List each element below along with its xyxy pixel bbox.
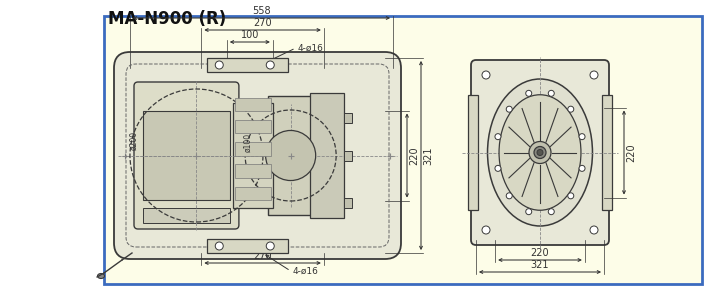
- Text: ø200: ø200: [129, 132, 138, 151]
- Circle shape: [215, 61, 223, 69]
- Circle shape: [568, 193, 574, 199]
- Bar: [207, 239, 288, 253]
- Text: 558: 558: [252, 6, 271, 16]
- Bar: [235, 164, 271, 178]
- Circle shape: [266, 242, 274, 250]
- Circle shape: [537, 149, 543, 156]
- Text: 321: 321: [531, 260, 550, 270]
- Circle shape: [579, 134, 585, 140]
- FancyBboxPatch shape: [114, 52, 401, 259]
- Circle shape: [525, 209, 532, 215]
- Bar: [268, 96, 314, 215]
- Circle shape: [266, 131, 316, 180]
- Circle shape: [266, 61, 274, 69]
- Text: 220: 220: [626, 143, 636, 162]
- Text: 270: 270: [253, 251, 272, 261]
- Text: MA-N900 (R): MA-N900 (R): [108, 10, 226, 28]
- Bar: [235, 98, 271, 111]
- Text: 100: 100: [241, 30, 259, 40]
- Bar: [235, 187, 271, 200]
- Circle shape: [579, 165, 585, 171]
- Text: 4-ø16: 4-ø16: [297, 43, 324, 52]
- Circle shape: [548, 90, 555, 96]
- Bar: [602, 95, 612, 210]
- Circle shape: [525, 90, 532, 96]
- Ellipse shape: [97, 274, 104, 278]
- Bar: [235, 120, 271, 133]
- Circle shape: [590, 226, 598, 234]
- Circle shape: [534, 147, 546, 159]
- Ellipse shape: [499, 95, 581, 210]
- Bar: [207, 58, 288, 72]
- Bar: [235, 142, 271, 156]
- Bar: [143, 208, 230, 223]
- Circle shape: [495, 134, 501, 140]
- Circle shape: [506, 106, 512, 112]
- Text: 4-ø16: 4-ø16: [293, 266, 319, 275]
- FancyBboxPatch shape: [471, 60, 609, 245]
- Circle shape: [506, 193, 512, 199]
- Text: 270: 270: [253, 18, 272, 28]
- Circle shape: [548, 209, 555, 215]
- Bar: [344, 113, 352, 123]
- Text: 321: 321: [423, 146, 433, 165]
- Bar: [344, 198, 352, 208]
- FancyBboxPatch shape: [134, 82, 239, 229]
- Bar: [310, 93, 344, 218]
- Text: 220: 220: [530, 248, 550, 258]
- Bar: [468, 95, 478, 210]
- Bar: [104, 16, 702, 284]
- Circle shape: [568, 106, 574, 112]
- Bar: [143, 111, 230, 200]
- Circle shape: [495, 165, 501, 171]
- Text: ø100: ø100: [244, 133, 253, 152]
- Circle shape: [529, 141, 551, 164]
- Text: 220: 220: [409, 146, 419, 165]
- Ellipse shape: [488, 79, 592, 226]
- Circle shape: [590, 71, 598, 79]
- Circle shape: [482, 71, 490, 79]
- Circle shape: [215, 242, 223, 250]
- Bar: [344, 151, 352, 160]
- Bar: [233, 103, 273, 208]
- Circle shape: [482, 226, 490, 234]
